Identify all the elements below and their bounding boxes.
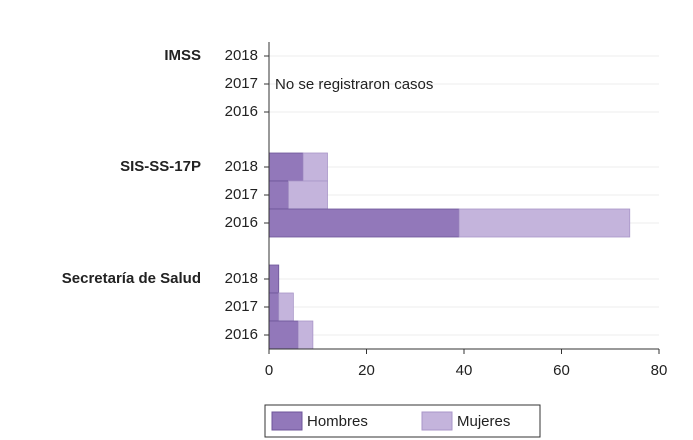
bar	[268, 292, 280, 322]
bar	[288, 180, 328, 210]
legend-swatch	[421, 411, 453, 431]
y-tick-label: 2016	[225, 326, 258, 343]
y-tick-label: 2017	[225, 298, 258, 315]
legend-swatch	[271, 411, 303, 431]
y-tick-label: 2018	[225, 270, 258, 287]
legend-label: Mujeres	[457, 413, 510, 430]
y-tick-label: 2017	[225, 75, 258, 92]
y-tick-label: 2016	[225, 103, 258, 120]
legend-box	[264, 404, 541, 438]
bar	[268, 152, 304, 182]
y-tick-label: 2018	[225, 47, 258, 64]
bar	[268, 180, 289, 210]
bar	[268, 320, 299, 350]
x-tick-label: 40	[456, 362, 473, 379]
bar	[302, 152, 328, 182]
x-tick-label: 20	[358, 362, 375, 379]
x-tick-label: 80	[651, 362, 668, 379]
annotation: No se registraron casos	[275, 76, 433, 93]
y-tick-label: 2017	[225, 186, 258, 203]
group-label: SIS-SS-17P	[120, 158, 201, 175]
y-tick-label: 2016	[225, 214, 258, 231]
y-tick-label: 2018	[225, 158, 258, 175]
group-label: Secretaría de Salud	[62, 270, 201, 287]
bar	[278, 292, 294, 322]
x-tick-label: 60	[553, 362, 570, 379]
x-tick-label: 0	[265, 362, 273, 379]
group-label: IMSS	[164, 47, 201, 64]
bar	[268, 208, 460, 238]
bar	[268, 264, 280, 294]
bar	[458, 208, 631, 238]
bar	[297, 320, 314, 350]
legend-label: Hombres	[307, 413, 368, 430]
